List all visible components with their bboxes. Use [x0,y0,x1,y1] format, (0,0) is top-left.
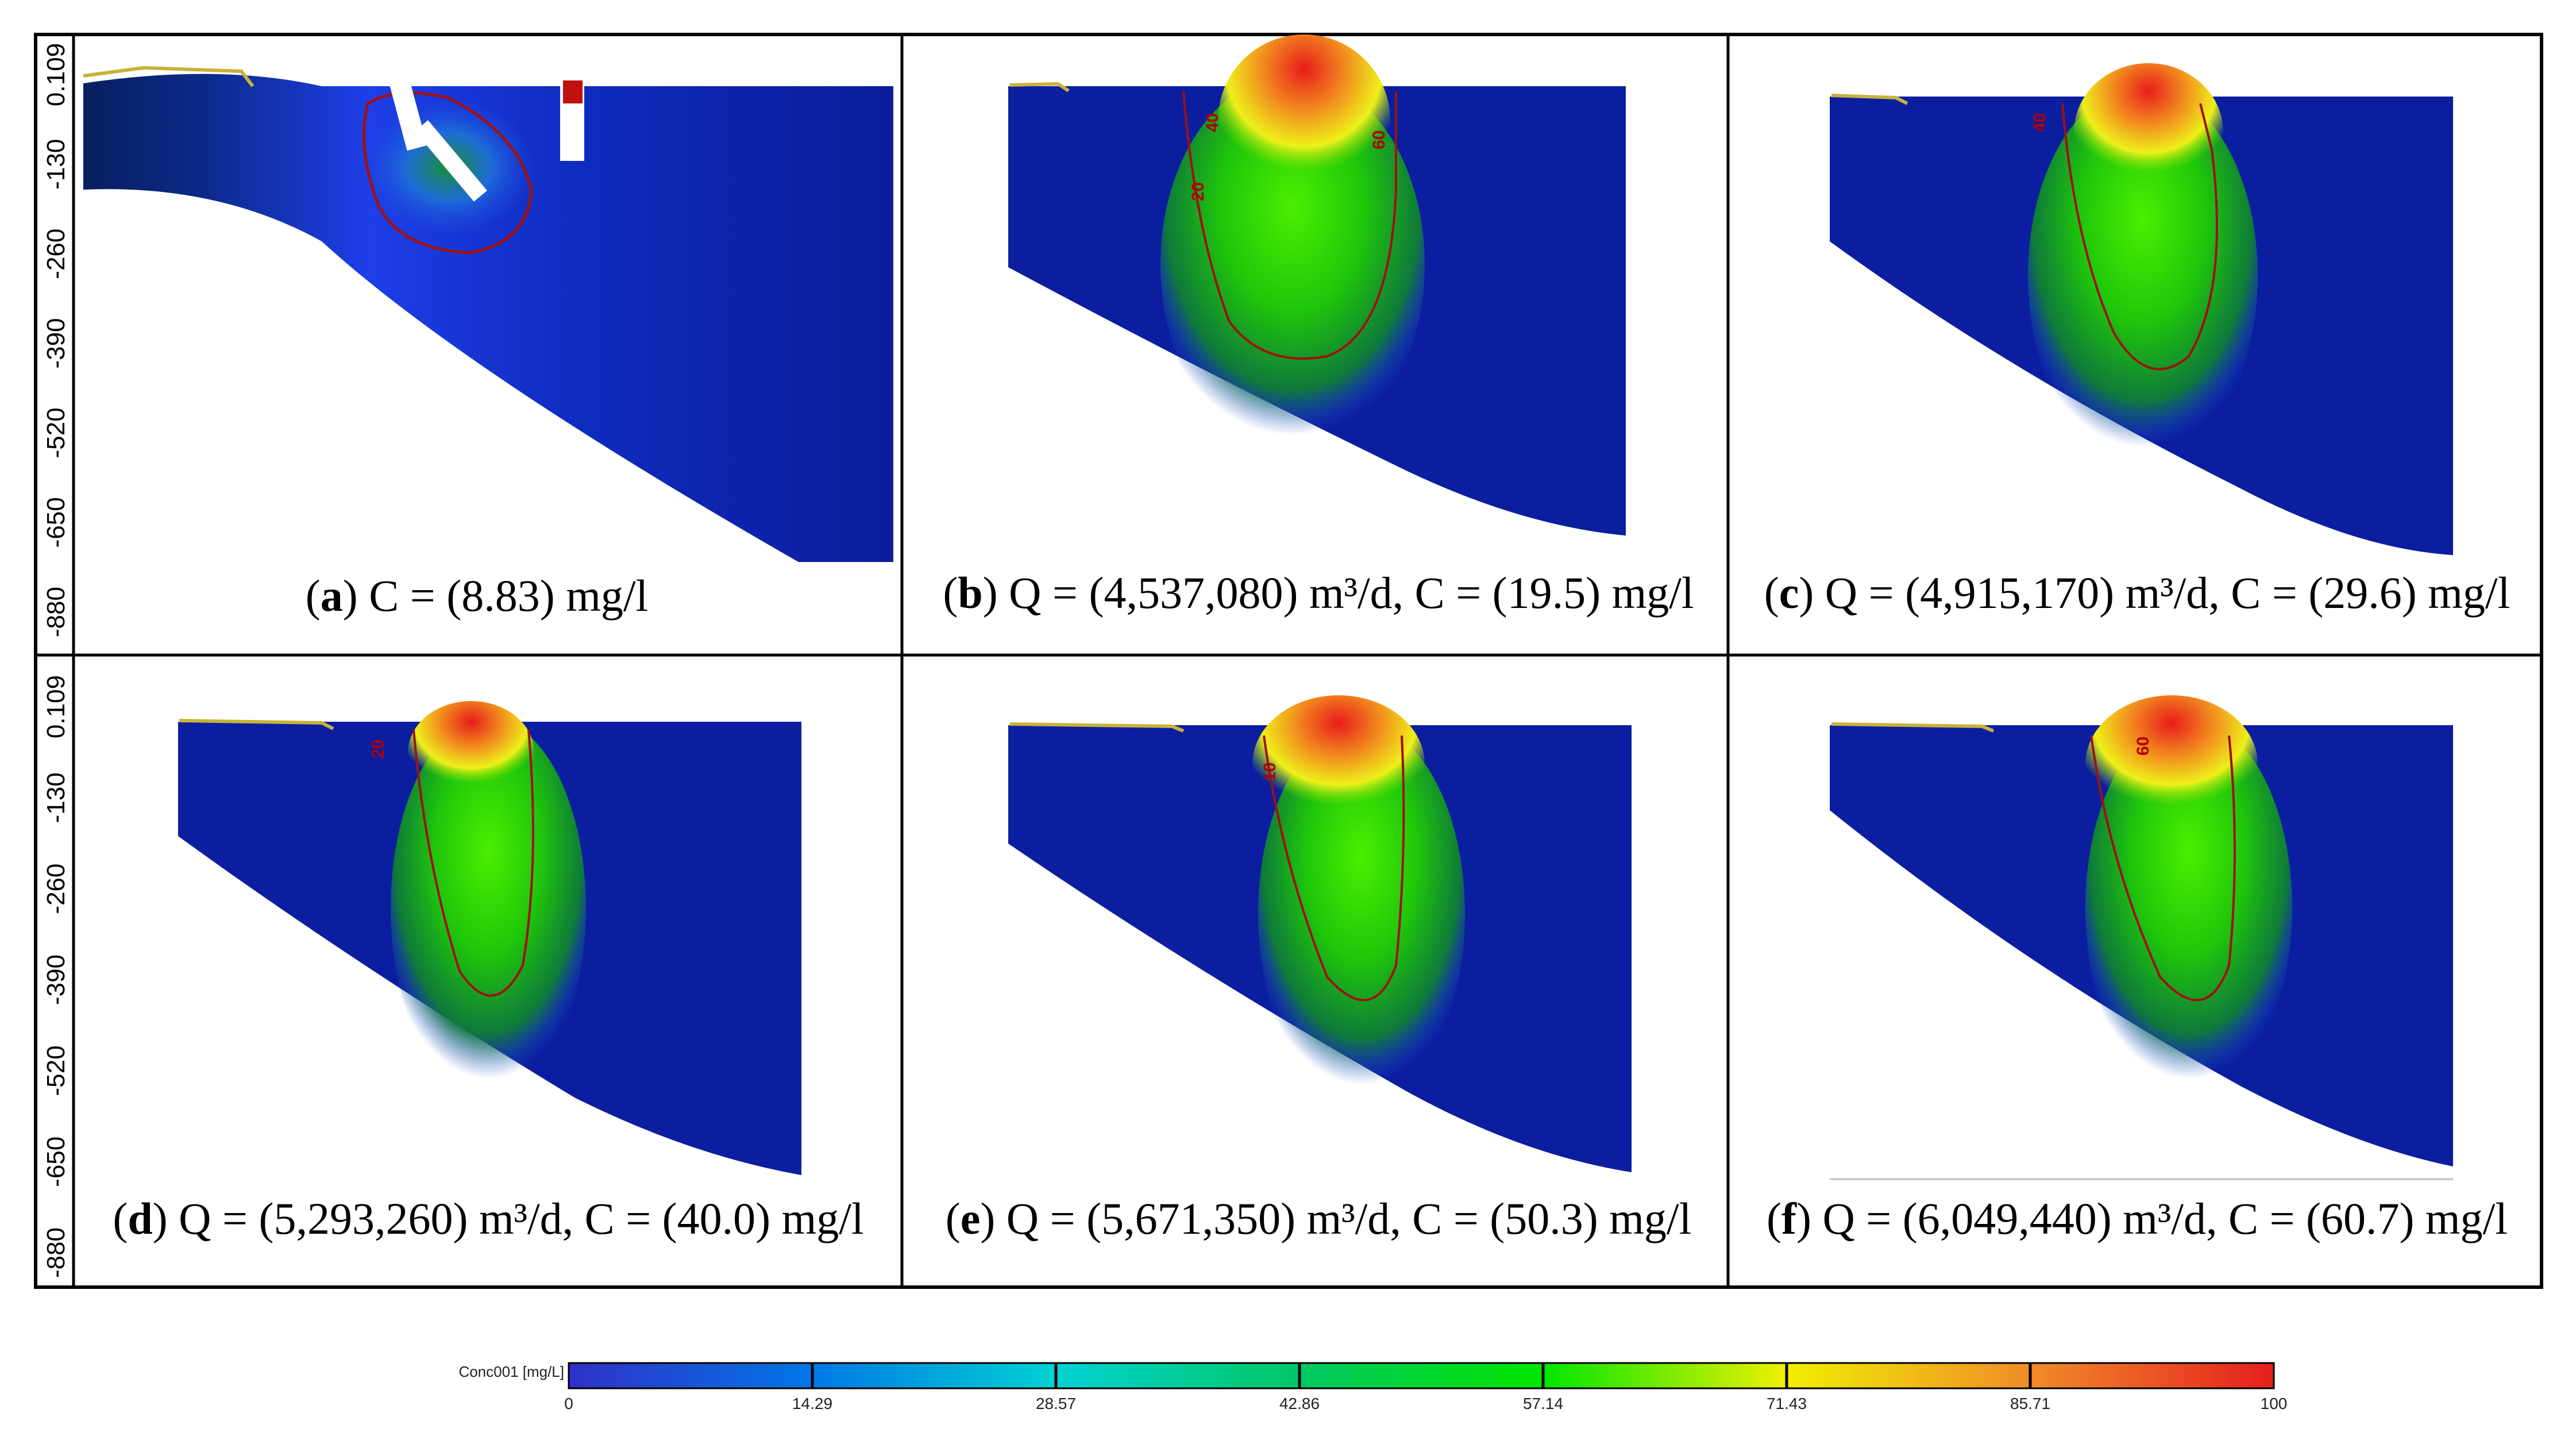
axis-top-tick-1: -130 [42,139,70,190]
panel-c-contour [2061,103,2218,371]
axis-bottom-tick-0: 0.109 [42,675,70,738]
panel-b [1008,34,1626,536]
panel-a-contour [362,91,533,255]
panel-f-contour [2090,735,2236,1002]
colorbar-tick-2: 28.57 [1036,1395,1076,1412]
contour-label-e1: 10 [1260,763,1279,781]
panel-a-marker-2 [415,120,487,202]
colorbar: Conc001 [mg/L] 0 14.29 28.57 42.86 57.14 71.4… [458,1362,2287,1412]
panel-e-hotspot [1252,695,1425,833]
panel-f [1830,695,2453,1180]
axis-bottom-tick-1: -130 [42,772,70,823]
colorbar-tick-4: 57.14 [1523,1395,1563,1412]
axis-top-tick-3: -390 [42,318,70,368]
contour-label-b2: 40 [1203,113,1222,132]
axis-bottom-tick-6: -880 [42,1227,70,1278]
axis-top-tick-6: -880 [42,587,70,637]
panel-d-surface [179,719,334,730]
panel-d-plume [391,718,586,1098]
colorbar-tick-5: 71.43 [1767,1395,1807,1412]
colorbar-tick-1: 14.29 [792,1395,832,1412]
colorbar-tick-3: 42.86 [1279,1395,1320,1412]
contour-label-b1: 20 [1189,182,1208,201]
contour-label-d1: 20 [369,740,388,759]
colorbar-tick-0: 0 [564,1395,573,1412]
panel-d [178,701,801,1175]
panel-f-surface [1831,722,1995,733]
panel-b-hotspot [1218,34,1390,207]
caption-e: (e) Q = (5,671,350) m³/d, C = (50.3) mg/… [946,1194,1692,1243]
figure-frame [34,33,2543,1289]
axis-top-tick-4: -520 [42,407,70,458]
contour-label-c1: 40 [2030,113,2049,132]
panel-b-surface [1009,82,1070,93]
panel-a-surface [83,66,254,87]
panel-d-hotspot [408,701,534,804]
colorbar-tick-7: 100 [2261,1395,2288,1412]
panel-b-contour [1182,91,1397,360]
axis-bottom-tick-2: -260 [42,864,70,914]
panel-e-surface [1009,722,1185,733]
caption-a: (a) C = (8.83) mg/l [306,571,648,621]
axis-row-top: 0.109 -130 -260 -390 -520 -650 -880 [42,43,70,637]
panel-e [1008,695,1632,1172]
panel-f-hotspot [2085,695,2258,833]
axis-top-tick-0: 0.109 [42,43,70,106]
caption-c: (c) Q = (4,915,170) m³/d, C = (29.6) mg/… [1764,568,2511,618]
panel-a [83,66,893,562]
colorbar-bar [568,1362,2275,1389]
caption-f: (f) Q = (6,049,440) m³/d, C = (60.7) mg/… [1767,1194,2508,1243]
axis-top-tick-5: -650 [42,497,70,548]
panel-a-domain [83,74,893,562]
colorbar-ticks: 0 14.29 28.57 42.86 57.14 71.43 85.71 100 [564,1363,2287,1412]
axis-bottom-tick-5: -650 [42,1137,70,1187]
panel-a-marker-3-cap [563,80,583,103]
contour-label-b3: 60 [1370,130,1389,149]
axis-bottom-tick-3: -390 [42,954,70,1005]
caption-b: (b) Q = (4,537,080) m³/d, C = (19.5) mg/… [943,568,1694,618]
panel-d-contour [412,729,534,997]
panel-c [1830,63,2453,555]
colorbar-tick-6: 85.71 [2010,1395,2050,1412]
panel-c-surface [1831,94,1908,105]
panel-c-hotspot [2074,63,2223,201]
axis-row-bottom: 0.109 -130 -260 -390 -520 -650 -880 [42,675,70,1278]
axis-bottom-tick-4: -520 [42,1045,70,1096]
caption-d: (d) Q = (5,293,260) m³/d, C = (40.0) mg/… [113,1194,863,1243]
colorbar-title: Conc001 [mg/L] [458,1363,564,1380]
contour-label-f1: 60 [2134,737,2153,756]
panel-e-contour [1263,735,1405,1002]
axis-top-tick-2: -260 [42,229,70,279]
